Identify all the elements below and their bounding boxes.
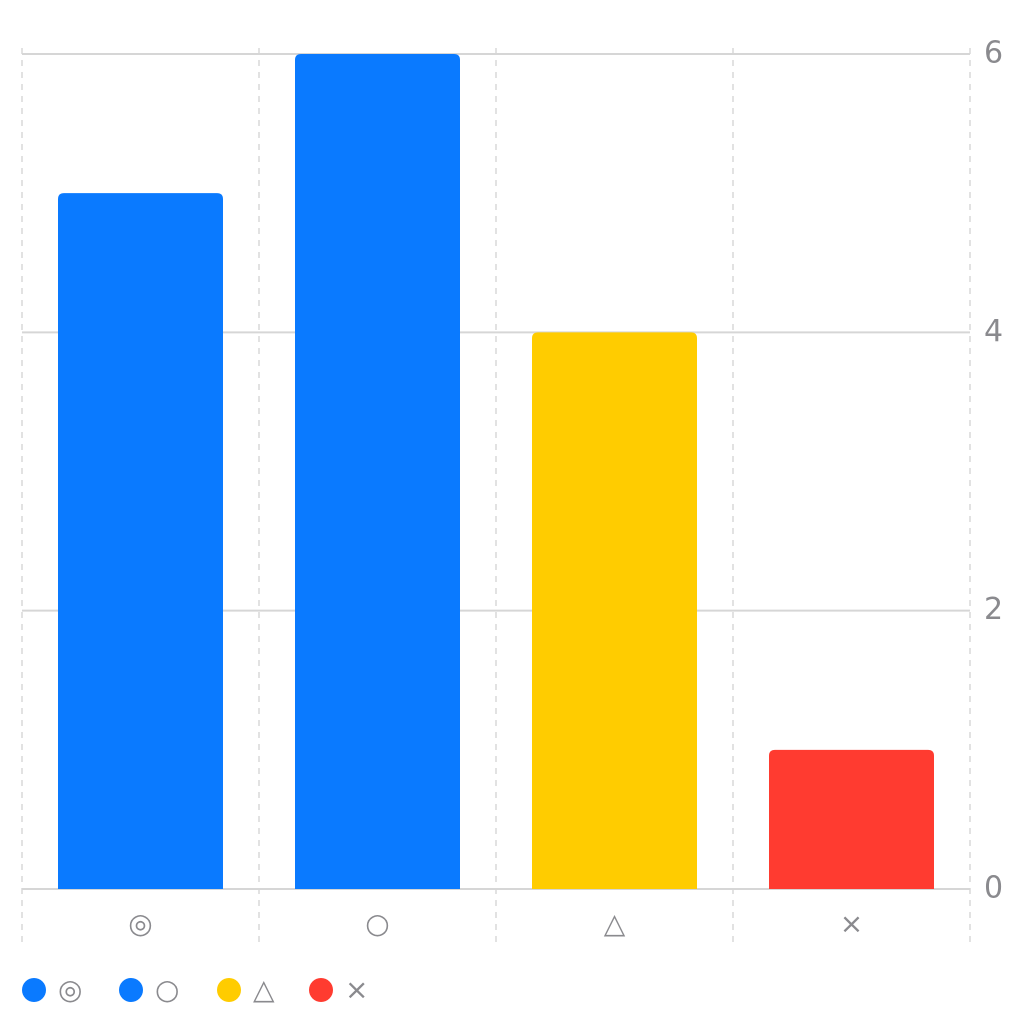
legend-swatch [22, 978, 46, 1002]
bar [58, 193, 223, 889]
x-tick-label: ○ [365, 907, 389, 940]
bar [295, 54, 460, 889]
x-tick-label: ◎ [128, 907, 152, 940]
legend-label: ◎ [58, 973, 82, 1006]
bar [532, 332, 697, 889]
legend-label: × [345, 973, 368, 1006]
x-tick-label: × [840, 907, 863, 940]
bar [769, 749, 934, 889]
legend-label: ○ [155, 973, 179, 1006]
legend-label: △ [253, 973, 275, 1006]
y-tick-label: 0 [984, 871, 1003, 906]
x-tick-label: △ [604, 907, 626, 940]
y-tick-label: 6 [984, 36, 1003, 71]
legend-swatch [217, 978, 241, 1002]
y-tick-label: 4 [984, 314, 1003, 349]
legend-swatch [309, 978, 333, 1002]
y-tick-label: 2 [984, 592, 1003, 627]
legend-swatch [119, 978, 143, 1002]
